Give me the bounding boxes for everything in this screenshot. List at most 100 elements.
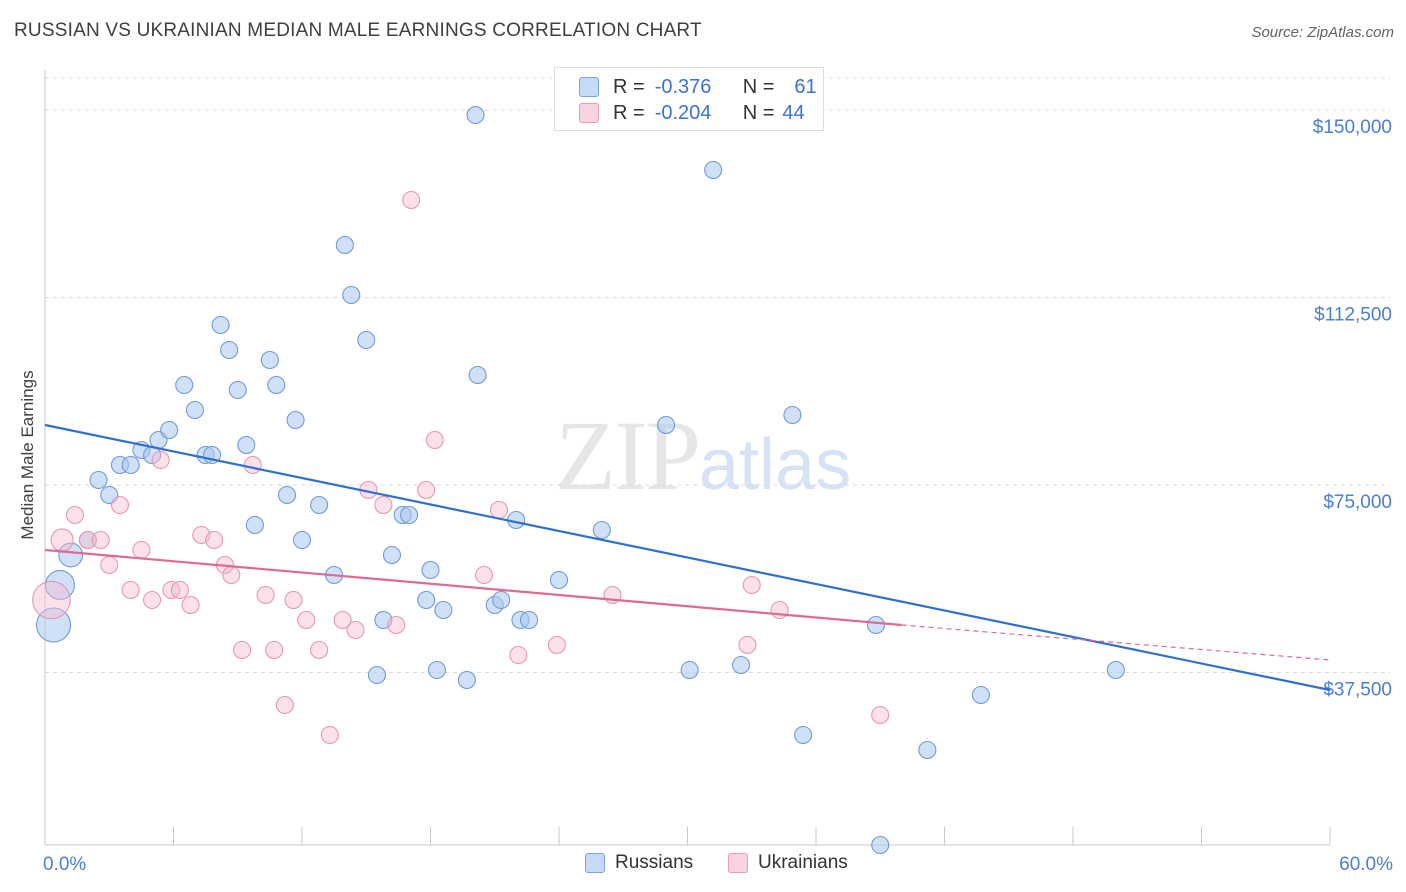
russians-point	[260, 350, 279, 370]
ukrainians-point	[871, 705, 890, 725]
russians-legend-label: Russians	[615, 852, 694, 873]
ukrainians-legend-swatch	[728, 853, 748, 873]
ukrainians-point	[333, 610, 352, 630]
ukrainians-point	[265, 640, 284, 660]
russians-point	[292, 530, 312, 550]
ukrainians-point	[151, 450, 170, 470]
russians-point	[58, 542, 84, 568]
ukrainians-trend-extension	[901, 624, 1331, 661]
ukrainians-point	[110, 495, 130, 515]
legend-r-value: -0.204	[654, 101, 712, 124]
legend-r-label: R =	[613, 75, 645, 98]
ukrainians-legend-label: Ukrainians	[758, 852, 848, 873]
russians-point	[421, 560, 440, 580]
russians-point	[121, 455, 140, 475]
russians-point	[44, 569, 75, 600]
russians-point	[357, 330, 376, 350]
russians-point	[680, 660, 699, 680]
ukrainians-point	[91, 530, 110, 550]
russians-point	[286, 410, 305, 430]
ukrainians-point	[170, 580, 189, 600]
ukrainians-point	[100, 555, 119, 575]
russians-point	[36, 607, 72, 643]
ukrainians-point	[509, 645, 528, 665]
x-tick-label-min: 0.0%	[43, 854, 86, 875]
x-tick-label-max: 60.0%	[1339, 854, 1393, 875]
russians-point	[427, 660, 446, 680]
source-label: Source: ZipAtlas.com	[1251, 24, 1394, 41]
ukrainians-point	[297, 610, 316, 630]
russians-point	[657, 415, 676, 435]
russians-point	[704, 160, 723, 180]
russians-point	[466, 105, 485, 125]
russians-point	[971, 685, 990, 705]
russians-point	[89, 470, 108, 490]
russians-point	[1106, 660, 1125, 680]
correlation-legend: R = -0.376 N = 61 R = -0.204 N = 44	[554, 67, 824, 131]
ukrainians-point	[738, 635, 757, 655]
russians-point	[382, 545, 402, 565]
y-tick-label: $112,500	[1314, 305, 1392, 326]
ukrainians-point	[181, 595, 200, 615]
russians-point	[592, 520, 611, 540]
ukrainians-point	[243, 455, 262, 475]
ukrainians-point	[425, 430, 444, 450]
ukrainians-point	[742, 575, 761, 595]
legend-n-value: 44	[782, 101, 805, 124]
ukrainians-trend-line	[44, 548, 902, 627]
ukrainians-point	[232, 640, 252, 660]
russians-point	[310, 495, 329, 515]
russians-point	[866, 615, 886, 635]
y-tick-label: $37,500	[1323, 680, 1392, 701]
ukrainians-point	[474, 565, 494, 585]
legend-n-label: N =	[742, 75, 775, 98]
russians-point	[457, 670, 476, 690]
russians-point	[519, 610, 539, 630]
ukrainians-point	[222, 565, 241, 585]
ukrainians-point	[770, 600, 789, 620]
russians-point	[468, 365, 487, 385]
legend-row-russians: R = -0.376 N = 61	[579, 74, 817, 100]
russians-point	[417, 590, 436, 610]
ukrainians-point	[121, 580, 140, 600]
russians-point	[220, 340, 239, 360]
russians-swatch	[579, 77, 599, 97]
russians-point	[160, 420, 179, 440]
russians-point	[918, 740, 937, 760]
ukrainians-point	[402, 190, 421, 210]
ukrainians-point	[346, 620, 365, 640]
ukrainians-point	[256, 585, 275, 605]
russians-point	[267, 375, 286, 395]
ukrainians-point	[489, 500, 509, 520]
ukrainians-point	[284, 590, 303, 610]
legend-n-label: N =	[742, 101, 775, 124]
russians-point	[871, 835, 890, 855]
watermark-zip: ZIP	[555, 400, 701, 511]
ukrainians-point	[143, 590, 162, 610]
russians-point	[342, 285, 361, 305]
ukrainians-point	[275, 695, 294, 715]
ukrainians-point	[32, 580, 71, 620]
ukrainians-point	[78, 530, 97, 550]
russians-point	[237, 435, 256, 455]
chart-title: RUSSIAN VS UKRAINIAN MEDIAN MALE EARNING…	[14, 20, 702, 41]
russians-point	[228, 380, 247, 400]
y-tick-label: $75,000	[1323, 492, 1392, 513]
russians-point	[794, 725, 813, 745]
y-tick-label: $150,000	[1313, 117, 1392, 138]
russians-point	[335, 235, 354, 255]
russians-point	[185, 400, 204, 420]
legend-n-value: 61	[794, 75, 817, 98]
zipatlas-watermark: ZIPatlas	[555, 398, 851, 513]
russians-point	[211, 315, 230, 335]
ukrainians-point	[132, 540, 151, 560]
bottom-legend-russians: Russians	[585, 852, 693, 874]
russians-trend-line	[44, 423, 1331, 692]
legend-r-value: -0.376	[654, 75, 712, 98]
ukrainians-point	[65, 505, 85, 525]
legend-r-label: R =	[613, 101, 645, 124]
ukrainians-point	[320, 725, 339, 745]
russians-point	[731, 655, 751, 675]
russians-point	[175, 375, 194, 395]
